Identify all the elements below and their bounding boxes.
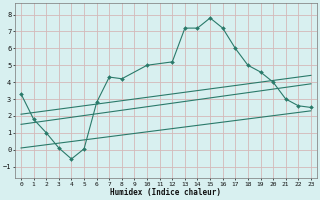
X-axis label: Humidex (Indice chaleur): Humidex (Indice chaleur) [110,188,221,197]
